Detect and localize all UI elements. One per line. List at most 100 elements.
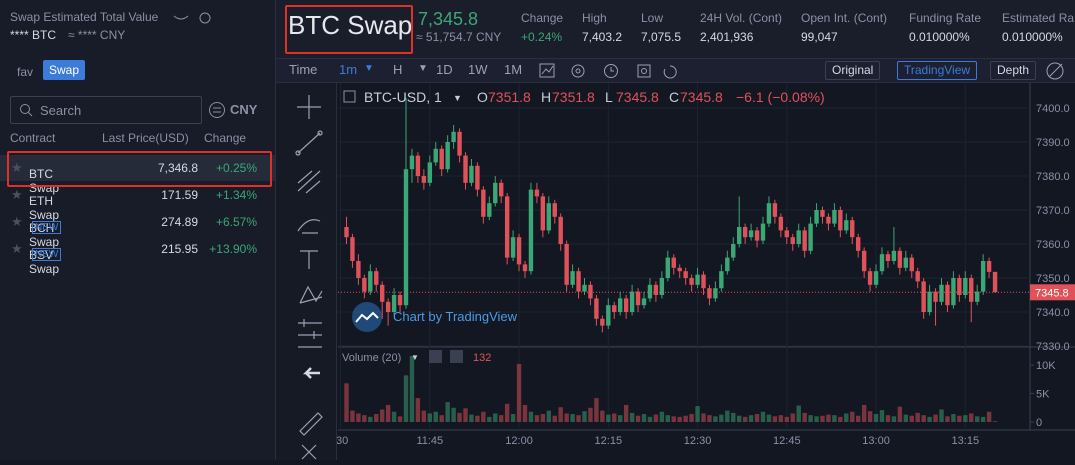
interval[interactable]: 1M [504, 62, 523, 77]
candle-body [933, 291, 938, 302]
search-box[interactable]: Search [10, 96, 202, 124]
legend-collapse [343, 90, 356, 103]
stat-label: Estimated Ra [1002, 11, 1075, 25]
volume-bar [677, 416, 682, 422]
candle-body [534, 189, 540, 197]
candle-body [832, 210, 837, 224]
header-icons [173, 12, 211, 24]
volume-bar [564, 413, 569, 422]
x-tick-label: 12:45 [773, 435, 801, 447]
dropdown-caret: ▼ [364, 63, 374, 74]
candle-body [975, 291, 980, 302]
column-header[interactable]: Last Price(USD) [102, 131, 189, 145]
tab-active[interactable]: Swap [43, 60, 86, 80]
btc-total: **** BTC [10, 28, 57, 42]
contract-row[interactable]: ★ BSV Swap NEW 215.95 +13.90% [0, 236, 275, 276]
contract-row[interactable]: ★ BCH Swap NEW 274.89 +6.57% [0, 209, 275, 249]
volume-caret: ▼ [411, 353, 419, 362]
candle-body [808, 223, 813, 251]
volume-bar [790, 413, 795, 422]
volume-bar [344, 383, 349, 422]
volume-bar [879, 410, 885, 422]
candle-body [820, 210, 825, 217]
candle-body [368, 271, 373, 292]
volume-bar [606, 414, 611, 422]
volume-bar [576, 415, 581, 422]
candle-body [409, 155, 415, 170]
column-header[interactable]: Change [204, 131, 247, 145]
last-price: 274.89 [161, 215, 198, 229]
candle-body [879, 254, 885, 272]
candle-body [635, 291, 641, 306]
volume-bar [516, 363, 522, 422]
volume-bar [582, 411, 587, 422]
x-tick-label: 12:30 [684, 435, 712, 447]
candle-body [844, 220, 849, 231]
contract-name-text: BSV Swap [29, 248, 60, 276]
candle-body [921, 281, 926, 312]
candle-body [701, 274, 706, 289]
volume-bar [766, 414, 772, 422]
volume-bar [493, 413, 498, 422]
volume-bar [683, 415, 688, 422]
volume-bar [784, 416, 789, 422]
candle-body [582, 284, 587, 292]
volume-bar [707, 415, 712, 422]
column-header[interactable]: Contract [10, 131, 56, 145]
candle-body [856, 237, 861, 251]
volume-bar [939, 409, 944, 422]
volume-bar [504, 403, 510, 422]
candle-body [499, 182, 504, 197]
volume-bar [594, 398, 599, 422]
volume-bar [731, 412, 736, 422]
volume-bar [445, 402, 450, 422]
x-tick-label: 12:00 [505, 435, 533, 447]
volume-bar [713, 416, 718, 422]
volume-label: Volume (20) [342, 352, 401, 364]
interval[interactable]: 1m [339, 62, 358, 77]
contract-row[interactable]: ★ ETH Swap 171.59 +1.34% [0, 182, 275, 222]
contract-row[interactable]: ★ BTC Swap 7,346.8 +0.25% [0, 155, 275, 195]
ticker-cny: ≈ 51,754.7 CNY [416, 30, 502, 44]
candle-body [588, 284, 593, 299]
candle-body [927, 291, 932, 312]
volume-bar [600, 410, 605, 422]
candle-body [945, 284, 950, 306]
tab[interactable]: fav [17, 65, 34, 79]
volume-bar [725, 410, 730, 422]
star-icon: ★ [11, 160, 23, 175]
candle-body [760, 223, 766, 241]
last-price: 171.59 [161, 188, 198, 202]
view-button[interactable]: Original [825, 61, 881, 80]
volume-bar [647, 416, 653, 422]
fullscreen-icon[interactable] [1045, 61, 1069, 81]
candle-body [707, 288, 712, 299]
volume-bar [397, 416, 403, 422]
cny-total: ≈ **** CNY [68, 28, 126, 42]
candle-body [885, 254, 891, 261]
stat-label: Change [521, 11, 564, 25]
x-tick-label: 13:15 [952, 435, 980, 447]
volume-bar [499, 415, 504, 422]
stat-label: High [582, 11, 607, 25]
volume-bar [588, 407, 593, 422]
watermark: Chart by TradingView [393, 309, 518, 324]
toolbar: Time 1m ▼ H ▼ 1D 1W 1M Original TradingView Dept… [276, 59, 1075, 83]
candle-body [552, 203, 557, 217]
volume-bar [867, 411, 873, 422]
y-tick-label: 7330.0 [1036, 341, 1070, 353]
candle-body [689, 278, 694, 285]
view-button[interactable]: TradingView [897, 61, 978, 80]
volume-bar [927, 416, 932, 422]
candle-body [546, 203, 551, 231]
change: +1.34% [215, 188, 257, 202]
view-button[interactable]: Depth [990, 61, 1037, 80]
interval[interactable]: 1W [468, 62, 488, 77]
currency[interactable]: CNY [230, 102, 258, 117]
candle-body [683, 271, 688, 278]
interval[interactable]: H [393, 62, 403, 77]
y-tick-label: 7400.0 [1036, 103, 1070, 115]
interval[interactable]: 1D [436, 62, 453, 77]
candle-body [439, 148, 444, 170]
volume-bar [695, 406, 700, 422]
